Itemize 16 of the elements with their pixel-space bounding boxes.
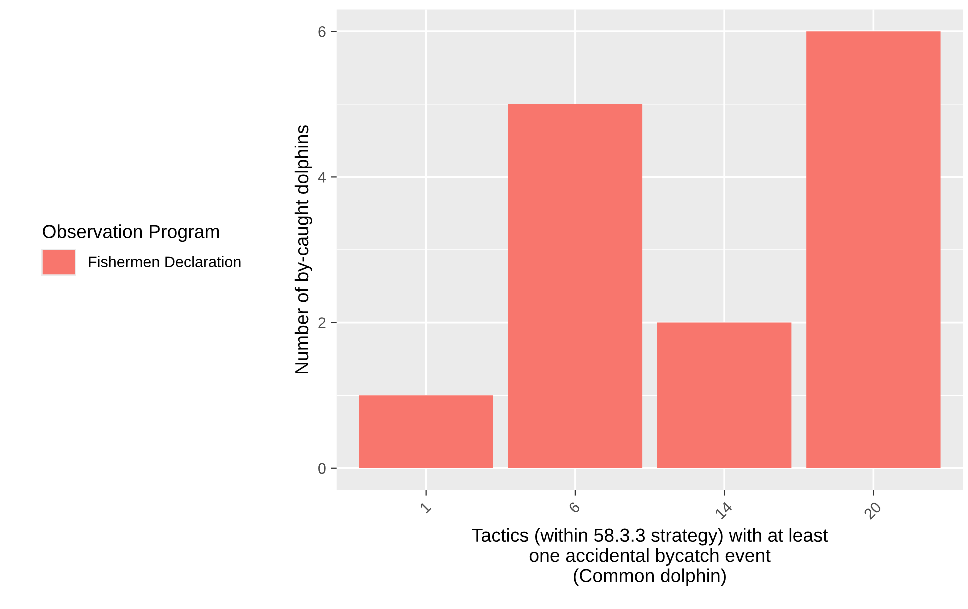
y-tick-label: 0: [318, 463, 326, 474]
y-axis-title: Number of by-caught dolphins: [294, 126, 312, 374]
x-tick-label: 6: [568, 501, 581, 514]
x-tick-label: 20: [863, 501, 882, 520]
x-tick-label: 1: [420, 502, 432, 514]
bar: [508, 104, 643, 468]
y-tick-label: 6: [318, 26, 326, 38]
y-tick-label: 2: [318, 318, 326, 328]
legend-label: Fishermen Declaration: [89, 256, 241, 268]
bar: [359, 396, 494, 468]
x-axis-title: Tactics (within 58.3.3 strategy) with at least one accidental bycatch event (Common dolphin): [472, 528, 828, 586]
bar: [657, 322, 792, 468]
x-tick-label: 14: [714, 501, 734, 520]
bar: [806, 32, 941, 468]
y-tick-label: 4: [318, 172, 326, 183]
legend-title: Observation Program: [43, 224, 220, 242]
